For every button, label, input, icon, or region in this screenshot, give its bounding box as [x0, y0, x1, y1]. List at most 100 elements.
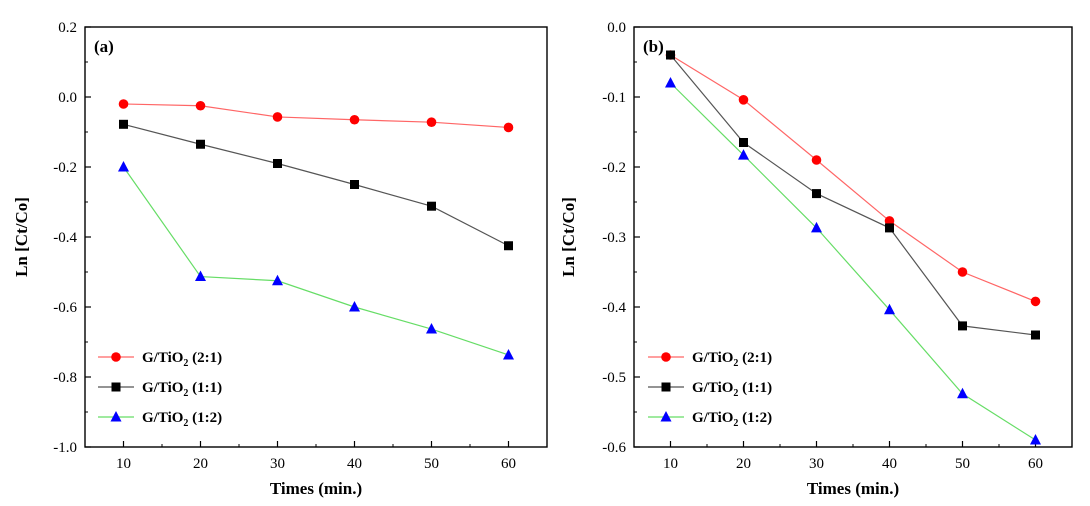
chart-panel-a: 10 20 30 40 50 60 0.2 0.0 -0.2 -0.4 -0.6 -0.8 -1.0 Ti…	[12, 20, 548, 498]
data-point	[1030, 434, 1041, 445]
data-point	[503, 122, 514, 133]
y-tick-label: -0.6	[602, 440, 626, 456]
legend-label: G/TiO2 (1:2)	[142, 410, 222, 429]
legend: G/TiO2 (2:1) G/TiO2 (1:1) G/TiO2 (1:2)	[98, 350, 222, 429]
data-point	[666, 50, 675, 60]
legend-marker	[660, 411, 672, 422]
y-tick-label: -0.2	[602, 160, 626, 176]
x-axis-title: Times (min.)	[270, 479, 362, 498]
data-point	[504, 241, 513, 251]
legend-marker	[111, 382, 121, 392]
panel-label: (b)	[643, 37, 664, 56]
data-point	[884, 216, 895, 226]
legend-label: G/TiO2 (1:2)	[692, 410, 772, 429]
y-tick-label: -0.4	[602, 300, 626, 316]
data-point	[665, 77, 676, 88]
x-tick-label: 20	[736, 456, 751, 472]
panel-label: (a)	[94, 37, 114, 56]
series-2	[665, 77, 1041, 445]
data-point	[118, 161, 129, 172]
x-tick-label: 60	[501, 456, 516, 472]
legend-marker	[110, 411, 122, 422]
data-point	[1030, 296, 1041, 307]
y-tick-label: -0.1	[602, 90, 626, 106]
series-line	[123, 123, 509, 247]
x-tick-label: 10	[663, 456, 678, 472]
data-point	[350, 180, 359, 189]
legend-entry: G/TiO2 (1:2)	[98, 410, 222, 429]
data-point	[811, 221, 822, 233]
data-point	[957, 267, 968, 277]
series-0	[665, 50, 1041, 307]
data-point	[426, 117, 437, 127]
series-0	[118, 99, 514, 133]
data-point	[958, 321, 967, 331]
series-line	[123, 166, 509, 356]
y-tick-label: 0.2	[58, 20, 77, 36]
data-point	[118, 99, 129, 109]
legend-entry: G/TiO2 (1:1)	[648, 380, 772, 399]
data-point	[196, 139, 205, 149]
series-line	[670, 54, 1036, 302]
legend-entry: G/TiO2 (1:2)	[648, 410, 772, 429]
legend-entry: G/TiO2 (1:1)	[98, 380, 222, 399]
data-point	[349, 301, 360, 312]
y-tick-label: -0.6	[53, 300, 77, 316]
x-tick-label: 30	[270, 456, 285, 472]
y-tick-label: -0.8	[53, 370, 77, 386]
data-point	[195, 100, 206, 111]
legend-marker	[111, 352, 121, 362]
legend-label: G/TiO2 (2:1)	[142, 350, 222, 369]
legend-marker	[661, 352, 671, 362]
data-point	[349, 114, 360, 125]
data-point	[273, 159, 282, 168]
data-point	[739, 138, 748, 147]
data-point	[811, 155, 822, 165]
legend: G/TiO2 (2:1) G/TiO2 (1:1) G/TiO2 (1:2)	[648, 350, 772, 429]
y-tick-label: -0.4	[53, 230, 77, 246]
series-2	[118, 161, 514, 360]
data-point	[884, 303, 895, 315]
data-point	[503, 348, 514, 360]
y-tick-label: 0.0	[58, 90, 77, 106]
series-line	[670, 54, 1036, 336]
data-point	[885, 223, 894, 233]
x-tick-label: 30	[809, 456, 824, 472]
y-tick-label: -1.0	[53, 440, 77, 456]
series-line	[670, 82, 1036, 441]
data-point	[427, 201, 436, 211]
series-1	[666, 50, 1040, 340]
data-point	[957, 387, 968, 399]
y-axis-title: Ln [Ct/Co]	[12, 197, 31, 277]
x-tick-label: 50	[955, 456, 970, 472]
x-tick-label: 20	[193, 456, 208, 472]
y-tick-label: -0.2	[53, 160, 77, 176]
x-axis-title: Times (min.)	[807, 479, 899, 498]
data-point	[738, 149, 749, 160]
legend-label: G/TiO2 (1:1)	[692, 380, 772, 399]
x-tick-label: 40	[882, 456, 897, 472]
legend-label: G/TiO2 (1:1)	[142, 380, 222, 399]
y-tick-label: -0.5	[602, 370, 626, 386]
legend-label: G/TiO2 (2:1)	[692, 350, 772, 369]
y-axis-title: Ln [Ct/Co]	[559, 197, 578, 277]
data-point	[272, 112, 283, 122]
series-1	[119, 119, 513, 251]
legend-marker	[661, 382, 671, 392]
data-point	[426, 323, 437, 334]
data-point	[738, 95, 749, 105]
data-point	[272, 274, 283, 286]
legend-entry: G/TiO2 (2:1)	[648, 350, 772, 369]
data-point	[195, 270, 206, 282]
series-line	[123, 103, 509, 129]
x-tick-label: 60	[1028, 456, 1043, 472]
data-point	[812, 189, 821, 199]
x-tick-label: 50	[424, 456, 439, 472]
chart-panel-b: 10 20 30 40 50 60 0.0 -0.1 -0.2 -0.3 -0.4 -0.5 -0.6 T…	[559, 20, 1073, 498]
data-point	[1031, 330, 1040, 340]
legend-entry: G/TiO2 (2:1)	[98, 350, 222, 369]
y-tick-label: 0.0	[607, 20, 626, 36]
x-tick-label: 40	[347, 456, 362, 472]
x-tick-label: 10	[116, 456, 131, 472]
